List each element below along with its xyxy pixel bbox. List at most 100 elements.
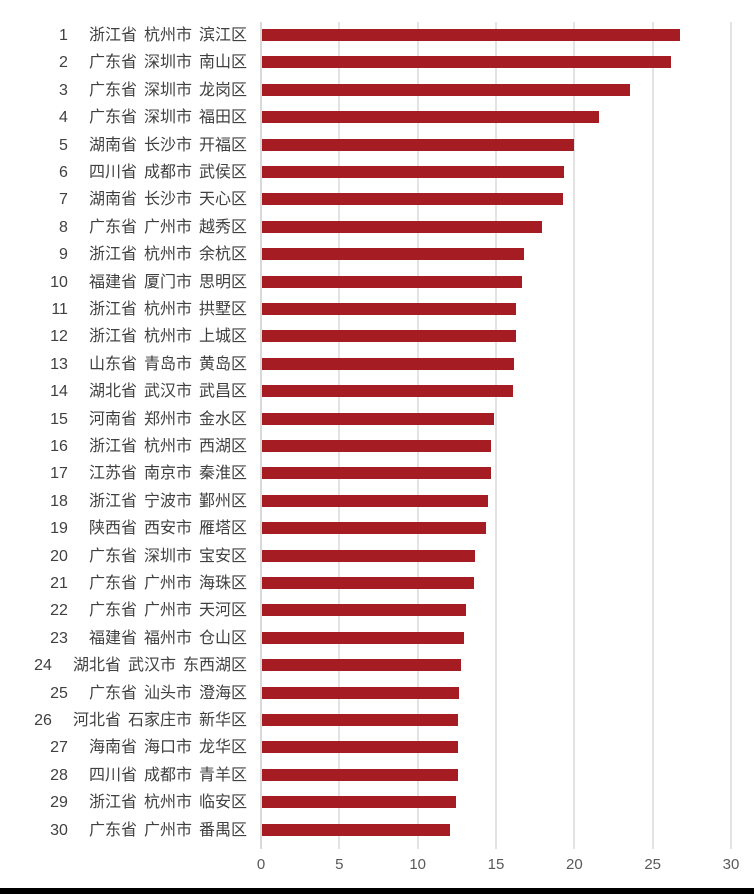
gridline [730, 22, 732, 849]
label-rank: 19 [50, 520, 68, 538]
label-city: 福州市 [143, 627, 192, 647]
category-label: 14 湖北省 武汉市 武昌区 [50, 381, 247, 401]
label-city: 海口市 [143, 737, 192, 757]
bar [262, 467, 491, 480]
label-district: 西湖区 [198, 436, 247, 455]
label-city: 长沙市 [143, 134, 192, 154]
label-province: 陕西省 [88, 518, 137, 538]
label-city: 杭州市 [143, 436, 192, 455]
label-rank: 24 [34, 657, 52, 675]
label-province: 河南省 [88, 408, 137, 428]
label-province: 四川省 [88, 162, 137, 181]
label-rank: 12 [50, 328, 68, 346]
category-label: 23 福建省 福州市 仓山区 [50, 628, 247, 648]
category-label: 5 湖南省 长沙市 开福区 [59, 135, 247, 155]
category-label: 13 山东省 青岛市 黄岛区 [50, 354, 247, 374]
bar [262, 412, 494, 425]
label-province: 四川省 [88, 764, 137, 784]
label-city: 深圳市 [143, 79, 192, 99]
bar [262, 56, 671, 69]
bar [262, 577, 474, 589]
label-rank: 23 [50, 629, 68, 647]
label-city: 西安市 [143, 518, 192, 538]
label-district: 海珠区 [198, 573, 247, 592]
label-rank: 17 [50, 465, 68, 483]
x-tick-label: 0 [256, 856, 266, 873]
label-province: 浙江省 [88, 244, 137, 264]
label-district: 秦淮区 [198, 463, 247, 483]
label-province: 广东省 [88, 600, 137, 620]
category-label: 21 广东省 广州市 海珠区 [50, 573, 247, 593]
x-tick-label: 20 [565, 856, 583, 873]
label-rank: 18 [50, 492, 68, 510]
bar [262, 741, 458, 754]
category-label: 6 四川省 成都市 武侯区 [59, 162, 247, 182]
label-district: 福田区 [198, 107, 247, 127]
y-axis-line [260, 22, 262, 849]
label-province: 山东省 [88, 353, 137, 373]
category-label: 15 河南省 郑州市 金水区 [50, 409, 247, 429]
label-rank: 20 [50, 547, 68, 565]
category-label: 7 湖南省 长沙市 天心区 [59, 189, 247, 209]
label-city: 厦门市 [143, 271, 192, 291]
label-district: 余杭区 [198, 244, 247, 264]
category-label: 22 广东省 广州市 天河区 [50, 600, 247, 620]
bar [262, 357, 515, 370]
label-district: 滨江区 [198, 25, 247, 44]
label-province: 浙江省 [88, 299, 137, 318]
gridline [338, 22, 341, 849]
x-tick-label: 5 [335, 856, 344, 873]
label-district: 越秀区 [198, 216, 247, 236]
category-label: 29 浙江省 杭州市 临安区 [50, 792, 247, 812]
label-city: 成都市 [143, 162, 192, 181]
label-city: 武汉市 [143, 381, 192, 401]
category-label: 27 海南省 海口市 龙华区 [50, 737, 247, 757]
bar [262, 823, 450, 836]
label-city: 杭州市 [143, 244, 192, 264]
label-province: 广东省 [88, 52, 137, 72]
bar [262, 768, 458, 781]
bar [262, 248, 524, 261]
label-rank: 22 [50, 602, 68, 620]
category-label: 24 湖北省 武汉市 东西湖区 [34, 655, 247, 675]
category-label: 10 福建省 厦门市 思明区 [50, 272, 247, 292]
label-city: 杭州市 [143, 792, 192, 812]
category-label: 1 浙江省 杭州市 滨江区 [59, 25, 247, 45]
label-province: 浙江省 [88, 436, 137, 455]
label-rank: 25 [50, 684, 68, 702]
label-province: 湖南省 [88, 134, 137, 154]
label-province: 广东省 [88, 682, 137, 702]
bar [262, 220, 543, 233]
label-district: 东西湖区 [182, 655, 247, 675]
label-rank: 21 [50, 575, 68, 592]
label-rank: 9 [59, 246, 68, 264]
category-label: 20 广东省 深圳市 宝安区 [50, 546, 247, 566]
label-district: 雁塔区 [198, 518, 247, 538]
label-city: 广州市 [143, 573, 192, 592]
label-district: 番禺区 [198, 819, 247, 839]
label-rank: 14 [50, 383, 68, 401]
label-district: 上城区 [198, 326, 247, 346]
bar [262, 29, 681, 41]
label-district: 武侯区 [198, 162, 247, 181]
label-city: 汕头市 [143, 682, 192, 702]
bar [262, 549, 476, 562]
label-district: 拱墅区 [198, 299, 247, 318]
label-district: 龙华区 [198, 737, 247, 757]
label-district: 天心区 [198, 189, 247, 209]
label-province: 浙江省 [88, 792, 137, 812]
label-district: 开福区 [198, 134, 247, 154]
label-rank: 3 [59, 81, 68, 99]
gridline [495, 22, 497, 849]
label-province: 广东省 [88, 573, 137, 592]
label-city: 长沙市 [143, 189, 192, 209]
category-label: 28 四川省 成都市 青羊区 [50, 765, 247, 785]
label-city: 郑州市 [143, 408, 192, 428]
label-province: 广东省 [88, 107, 137, 127]
bottom-border [0, 888, 754, 894]
category-label: 9 浙江省 杭州市 余杭区 [59, 244, 247, 264]
label-city: 深圳市 [143, 545, 192, 565]
category-label: 8 广东省 广州市 越秀区 [59, 217, 247, 237]
label-rank: 13 [50, 355, 68, 373]
